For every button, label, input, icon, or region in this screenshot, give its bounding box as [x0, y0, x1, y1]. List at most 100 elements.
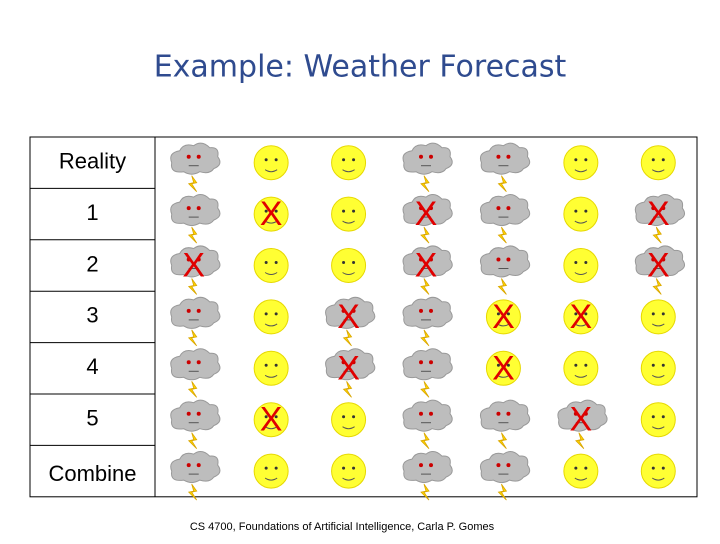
storm-icon — [170, 142, 221, 192]
eye — [429, 257, 433, 262]
lightning — [420, 175, 430, 192]
lightning — [420, 381, 430, 398]
eye — [196, 360, 201, 365]
eye — [584, 261, 588, 264]
eye — [342, 158, 346, 162]
lightning — [575, 432, 585, 449]
smile — [652, 477, 665, 481]
eye — [496, 312, 500, 316]
smile — [497, 323, 510, 327]
sun-icon — [253, 145, 289, 181]
eye — [506, 206, 511, 211]
eye — [419, 463, 423, 468]
error-mark: X — [337, 298, 360, 336]
lightning — [342, 381, 353, 398]
storm-icon — [325, 296, 376, 347]
eye — [573, 411, 578, 416]
cloud — [634, 194, 686, 227]
lightning — [187, 483, 198, 501]
sun-face — [563, 196, 599, 232]
eye — [186, 411, 191, 416]
sun-icon — [563, 196, 599, 232]
eye — [352, 415, 356, 419]
eye — [429, 206, 433, 211]
error-mark: X — [647, 246, 670, 284]
eye — [506, 312, 510, 316]
lightning — [187, 226, 198, 244]
storm-icon — [170, 245, 221, 295]
sun-face — [563, 145, 599, 181]
row-label: 1 — [86, 200, 98, 225]
storm-icon — [402, 194, 453, 244]
smile — [574, 169, 588, 173]
eye — [584, 312, 588, 316]
cloud — [402, 399, 453, 432]
storm-icon — [402, 142, 453, 192]
sun-face — [253, 248, 289, 283]
cloud — [170, 451, 221, 484]
cloud — [170, 245, 221, 278]
cloud — [557, 399, 608, 432]
storm-icon — [479, 194, 531, 244]
storm-icon — [402, 245, 453, 295]
eye — [196, 308, 201, 313]
eye — [506, 463, 511, 468]
error-mark: X — [570, 298, 593, 336]
storm-icon — [479, 399, 531, 449]
eye — [661, 206, 666, 211]
eye — [661, 415, 665, 419]
storm-icon — [634, 245, 686, 295]
eye — [574, 209, 578, 213]
eye — [264, 209, 268, 213]
sun-face — [253, 299, 289, 335]
eye — [274, 415, 278, 419]
cloud — [479, 245, 531, 278]
storm-icon — [479, 451, 531, 501]
eye — [429, 308, 433, 313]
smile — [342, 220, 355, 224]
sun-icon — [563, 350, 599, 386]
smile — [342, 477, 355, 481]
lightning — [342, 329, 353, 347]
lightning — [187, 329, 198, 347]
sun-icon — [563, 453, 599, 489]
smile — [264, 426, 278, 430]
eye — [186, 206, 191, 211]
error-mark: X — [570, 401, 593, 439]
eye — [574, 261, 578, 264]
sun-face — [253, 196, 289, 232]
cloud — [170, 348, 221, 381]
eye — [496, 463, 501, 468]
eye — [661, 158, 665, 162]
smile — [574, 374, 588, 378]
cloud — [479, 451, 531, 484]
lightning — [497, 175, 508, 192]
cloud — [402, 245, 453, 278]
eye — [574, 363, 578, 367]
error-mark: X — [415, 246, 438, 284]
lightning — [497, 483, 508, 501]
eye — [651, 206, 656, 211]
row-label: 2 — [86, 251, 98, 276]
eye — [661, 363, 665, 367]
sun-icon — [253, 299, 289, 335]
eye — [651, 415, 655, 419]
sun-icon — [331, 248, 367, 283]
lightning — [187, 432, 198, 449]
storm-icon — [634, 194, 686, 244]
sun-face — [563, 299, 599, 335]
sun-face — [331, 196, 367, 232]
smile — [264, 477, 278, 481]
sun-icon — [563, 299, 599, 335]
sun-icon — [331, 196, 367, 232]
eye — [341, 360, 346, 365]
sun-face — [253, 350, 289, 386]
smile — [652, 323, 665, 327]
storm-icon — [170, 296, 221, 347]
eye — [264, 158, 268, 162]
eye — [584, 158, 588, 162]
eye — [274, 363, 278, 367]
sun-face — [253, 145, 289, 181]
